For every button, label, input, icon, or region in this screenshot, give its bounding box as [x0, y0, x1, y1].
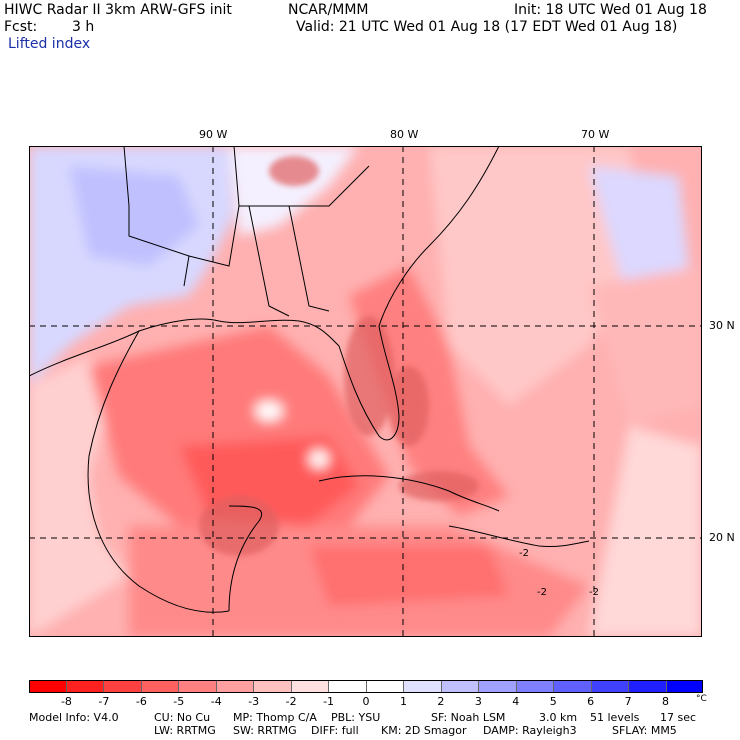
colorbar-cell	[104, 680, 142, 693]
colorbar-tick-label: 5	[549, 695, 557, 708]
colorbar-tick-label: 4	[512, 695, 520, 708]
colorbar-tick-label: 8	[662, 695, 670, 708]
colorbar-tick-label: -8	[60, 695, 72, 708]
colorbar-tick-label: -2	[285, 695, 297, 708]
colorbar-cell	[29, 680, 67, 693]
valid-time: Valid: 21 UTC Wed 01 Aug 18 (17 EDT Wed …	[296, 19, 678, 35]
footer-sflay: SFLAY: MM5	[612, 724, 677, 737]
lat-lon-grid	[29, 146, 702, 637]
footer-model-info: Model Info: V4.0	[29, 711, 119, 724]
colorbar-cell	[366, 680, 404, 693]
colorbar-cell	[441, 680, 479, 693]
colorbar-cell	[629, 680, 667, 693]
colorbar-cell	[216, 680, 254, 693]
init-time: Init: 18 UTC Wed 01 Aug 18	[514, 2, 707, 18]
footer-damp: DAMP: Rayleigh3	[483, 724, 577, 737]
colorbar-tick-label: 2	[437, 695, 445, 708]
footer-resolution: 3.0 km	[539, 711, 578, 724]
contour-label: -2	[537, 587, 547, 598]
field-name: Lifted index	[8, 36, 91, 52]
footer-km: KM: 2D Smagor	[381, 724, 467, 737]
colorbar-cell	[404, 680, 442, 693]
footer-mp: MP: Thomp C/A	[233, 711, 317, 724]
colorbar-cell	[329, 680, 367, 693]
field-shading	[29, 146, 702, 637]
colorbar-tick-label: 0	[362, 695, 370, 708]
colorbar-tick-label: -5	[173, 695, 185, 708]
model-title: HIWC Radar II 3km ARW-GFS init	[4, 2, 232, 18]
colorbar-cell	[591, 680, 629, 693]
lon-label-80w: 80 W	[390, 128, 419, 141]
colorbar-cell	[66, 680, 104, 693]
colorbar-tick-label: 3	[474, 695, 482, 708]
colorbar-tick-label: -6	[135, 695, 147, 708]
lon-label-70w: 70 W	[581, 128, 610, 141]
lat-label-30n: 30 N	[709, 319, 735, 332]
colorbar-tick-label: -4	[210, 695, 222, 708]
footer-levels: 51 levels	[590, 711, 640, 724]
colorbar-cell	[141, 680, 179, 693]
footer-cu: CU: No Cu	[154, 711, 211, 724]
colorbar-tick-label: 1	[399, 695, 407, 708]
footer-sf: SF: Noah LSM	[431, 711, 506, 724]
colorbar-tick-label: -3	[248, 695, 260, 708]
colorbar-cell	[179, 680, 217, 693]
org-label: NCAR/MMM	[288, 2, 369, 18]
colorbar-tick-label: 6	[587, 695, 595, 708]
footer-sw: SW: RRTMG	[233, 724, 297, 737]
colorbar-tick-label: -7	[98, 695, 110, 708]
footer-diff: DIFF: full	[311, 724, 359, 737]
colorbar	[29, 680, 703, 693]
coastlines	[29, 146, 590, 613]
contour-label: -2	[519, 548, 529, 559]
colorbar-tick-label: -1	[323, 695, 335, 708]
colorbar-tick-label: 7	[624, 695, 632, 708]
lifted-index-map: -2 -2 -2	[29, 146, 702, 637]
colorbar-cell	[516, 680, 554, 693]
footer-pbl: PBL: YSU	[331, 711, 381, 724]
footer-lw: LW: RRTMG	[154, 724, 216, 737]
colorbar-cell	[554, 680, 592, 693]
colorbar-unit: °C	[696, 694, 707, 704]
lat-label-20n: 20 N	[709, 531, 735, 544]
colorbar-cell	[254, 680, 292, 693]
forecast-hour: 3 h	[72, 19, 95, 35]
colorbar-cell	[479, 680, 517, 693]
contour-label: -2	[589, 587, 599, 598]
footer-timestep: 17 sec	[660, 711, 697, 724]
forecast-label: Fcst:	[4, 19, 38, 35]
colorbar-cell	[291, 680, 329, 693]
colorbar-cell	[666, 680, 703, 693]
lon-label-90w: 90 W	[199, 128, 228, 141]
